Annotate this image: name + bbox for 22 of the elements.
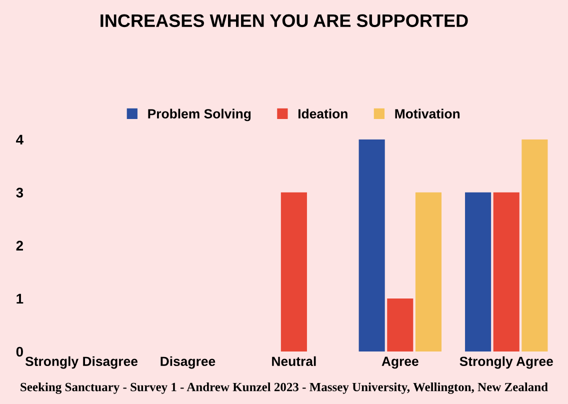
x-tick-label: Neutral — [272, 356, 316, 366]
legend-label: Problem Solving — [148, 108, 251, 122]
y-tick-label: 4 — [16, 134, 24, 144]
y-tick-label: 0 — [16, 346, 23, 357]
y-tick-label: 1 — [16, 294, 24, 304]
bar — [522, 139, 548, 352]
text: Seeking Sanctuary - Survey 1 - Andrew Kunzel 2023 - Massey University, Wellington, New Zealand — [20, 382, 548, 394]
y-tick-label: 3 — [16, 188, 24, 198]
x-tick-label: Strongly Disagree — [25, 356, 138, 369]
bar — [493, 192, 520, 352]
bar — [387, 298, 414, 352]
x-tick-label: Strongly Agree — [460, 356, 553, 369]
bar — [358, 139, 385, 352]
bar — [415, 192, 442, 352]
x-tick-label: Disagree — [160, 356, 216, 369]
chart-title: INCREASES WHEN YOU ARE SUPPORTED — [100, 14, 468, 28]
bar — [465, 192, 492, 352]
y-tick-label: 2 — [16, 240, 23, 250]
legend-label: Motivation — [395, 108, 460, 118]
bar — [280, 192, 307, 352]
legend-label: Ideation — [298, 108, 348, 118]
x-tick-label: Agree — [382, 356, 418, 369]
